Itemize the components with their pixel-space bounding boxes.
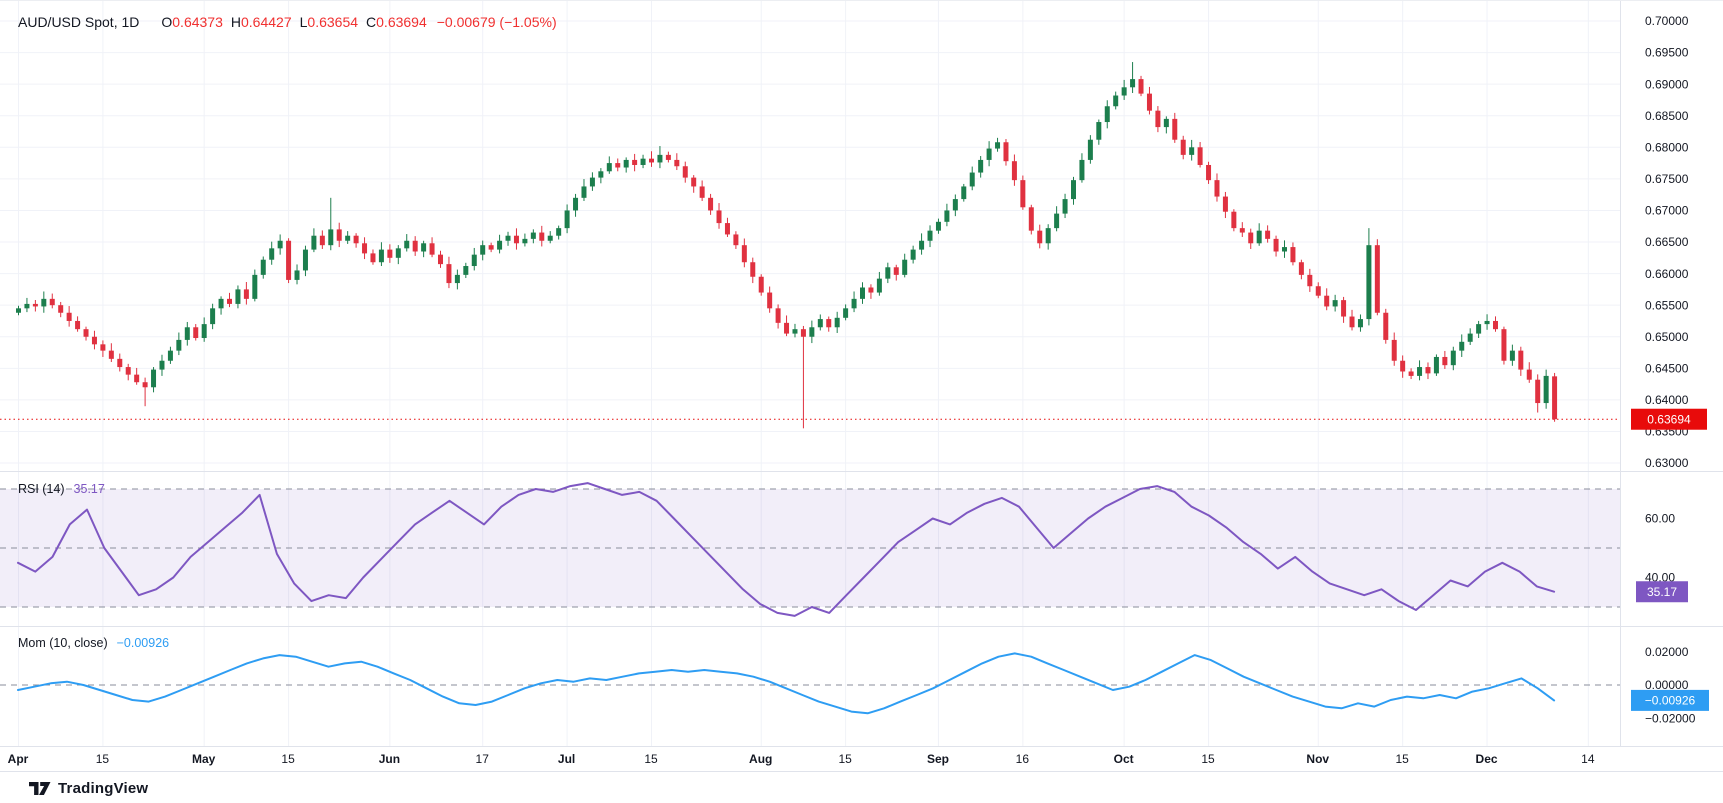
time-tick-month: Oct: [1114, 752, 1134, 766]
time-tick-day: 15: [838, 752, 852, 766]
svg-text:60.00: 60.00: [1645, 512, 1675, 526]
tradingview-logo-text: TradingView: [58, 779, 149, 797]
time-tick-day: 14: [1581, 752, 1595, 766]
svg-text:0.65000: 0.65000: [1645, 330, 1689, 344]
time-tick-month: Dec: [1476, 752, 1498, 766]
open-label: O: [161, 14, 173, 30]
svg-text:−0.00926: −0.00926: [1645, 694, 1696, 708]
tradingview-logo-icon: [29, 781, 51, 795]
last-price-badge: 0.63694: [1631, 408, 1707, 430]
rsi-panel: [0, 488, 1620, 608]
momentum-legend: Mom (10, close) −0.00926: [18, 636, 169, 650]
time-tick-month: Nov: [1306, 752, 1329, 766]
momentum-label[interactable]: Mom (10, close): [18, 636, 108, 650]
time-tick-day: 15: [1201, 752, 1215, 766]
time-tick-day: 15: [96, 752, 110, 766]
tradingview-logo[interactable]: TradingView: [29, 780, 148, 797]
svg-text:0.64000: 0.64000: [1645, 393, 1689, 407]
svg-text:0.63694: 0.63694: [1647, 412, 1691, 426]
high-label: H: [230, 14, 241, 30]
rsi-legend: RSI (14) 35.17: [18, 482, 105, 496]
svg-text:35.17: 35.17: [1647, 585, 1677, 599]
rsi-line: [17, 482, 1556, 617]
low-label: L: [299, 14, 308, 30]
svg-text:0.70000: 0.70000: [1645, 14, 1689, 28]
svg-text:0.66500: 0.66500: [1645, 235, 1689, 249]
time-tick-day: 15: [1395, 752, 1409, 766]
time-tick-month: Jul: [558, 752, 575, 766]
time-axis[interactable]: Apr 15 May 15 Jun 17 Jul 15 Aug 15 Sep 16 Oct 15 Nov 15…: [8, 752, 1595, 766]
svg-text:0.66000: 0.66000: [1645, 267, 1689, 281]
footer-bar: TradingView: [0, 771, 1723, 803]
svg-text:0.67500: 0.67500: [1645, 172, 1689, 186]
rsi-label[interactable]: RSI (14): [18, 482, 65, 496]
close-value: 0.63694: [376, 14, 427, 30]
svg-text:0.02000: 0.02000: [1645, 645, 1689, 659]
close-label: C: [366, 14, 377, 30]
chart-canvas[interactable]: 0.70000 0.69500 0.69000 0.68500 0.68000 0.675…: [0, 1, 1723, 771]
svg-text:−0.02000: −0.02000: [1645, 711, 1696, 725]
open-value: 0.64373: [172, 14, 223, 30]
svg-text:0.00000: 0.00000: [1645, 678, 1689, 692]
high-value: 0.64427: [241, 14, 292, 30]
time-tick-day: 17: [476, 752, 490, 766]
svg-text:0.68500: 0.68500: [1645, 109, 1689, 123]
candles: [16, 62, 1558, 429]
momentum-value: −0.00926: [116, 636, 170, 650]
time-tick-month: Apr: [8, 752, 29, 766]
rsi-value: 35.17: [73, 482, 105, 496]
svg-text:40.00: 40.00: [1645, 571, 1675, 585]
time-tick-day: 16: [1016, 752, 1030, 766]
svg-text:0.69500: 0.69500: [1645, 46, 1689, 60]
time-tick-month: Jun: [379, 752, 400, 766]
svg-text:0.63000: 0.63000: [1645, 456, 1689, 470]
price-axis[interactable]: 0.70000 0.69500 0.69000 0.68500 0.68000 0.675…: [1645, 14, 1696, 725]
time-tick-day: 15: [281, 752, 295, 766]
rsi-value-badge: 35.17: [1636, 581, 1688, 603]
time-tick-month: Aug: [749, 752, 772, 766]
pane-separators: [0, 1, 1723, 747]
svg-text:0.65500: 0.65500: [1645, 298, 1689, 312]
time-tick-month: May: [192, 752, 216, 766]
symbol-title[interactable]: AUD/USD Spot, 1D: [18, 14, 140, 30]
time-tick-day: 15: [644, 752, 658, 766]
grid-lines: [0, 1, 1620, 746]
svg-text:0.68000: 0.68000: [1645, 140, 1689, 154]
svg-text:0.69000: 0.69000: [1645, 77, 1689, 91]
svg-text:0.64500: 0.64500: [1645, 361, 1689, 375]
low-value: 0.63654: [307, 14, 359, 30]
svg-text:0.67000: 0.67000: [1645, 204, 1689, 218]
change-value: −0.00679 (−1.05%): [436, 14, 557, 30]
symbol-legend: AUD/USD Spot, 1D O0.64373 H0.64427 L0.63654…: [18, 14, 557, 30]
time-tick-month: Sep: [927, 752, 949, 766]
momentum-line: [17, 652, 1556, 715]
momentum-value-badge: −0.00926: [1631, 689, 1709, 711]
